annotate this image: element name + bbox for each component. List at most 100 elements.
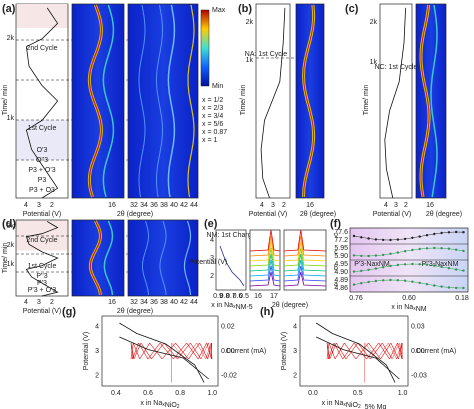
x-tick-label: 0.7 (226, 293, 236, 300)
potential-curve (25, 221, 59, 297)
axis-label: 2θ (degree) (117, 308, 153, 315)
potential-curve (384, 7, 406, 199)
label-part: 2 (177, 404, 180, 409)
diffraction-trace (138, 4, 146, 198)
lattice-trend (353, 279, 464, 289)
axis-label: Time/ min (240, 85, 247, 116)
panel-label: (h) (260, 306, 274, 318)
pattern-trace (283, 271, 327, 287)
x-tick-label: 0.8 (175, 390, 185, 397)
pattern-trace (283, 235, 327, 257)
y-tick-label: 5.95 (334, 245, 348, 252)
x-tick-label: 2 (282, 202, 286, 209)
y-tick-label: 2k (370, 19, 378, 26)
phase-band (16, 220, 68, 251)
y-tick-label: 4 (293, 323, 297, 330)
diffraction-trace (102, 4, 115, 198)
legend-entry: x = 0.87 (202, 129, 227, 136)
lattice-trend (353, 263, 464, 272)
annotation: P''3 (36, 273, 47, 280)
y-tick-label: 77.6 (334, 229, 348, 236)
y-tick-label: 1k (7, 115, 15, 122)
axis-label: Potential (V) (189, 259, 228, 266)
annotation: P3 + O'3 (28, 167, 55, 174)
label-part: NiO (346, 402, 359, 409)
plot-frame (295, 3, 325, 199)
label-part: x in Na (140, 400, 162, 407)
pattern-trace (283, 259, 327, 277)
current-trace (326, 342, 403, 383)
y-tick-label: 1k (370, 59, 378, 66)
y-tick-label: 4 (95, 323, 99, 330)
pattern-trace (283, 265, 327, 282)
x-tick-label: 4 (260, 202, 264, 209)
axis-label: x in NaxNM-5 (211, 302, 253, 311)
pattern-trace (283, 241, 327, 262)
y-tick-label: 4.95 (334, 261, 348, 268)
potential-curve (119, 336, 209, 380)
axis-label: 2θ (degree) (117, 211, 153, 218)
label-part: x (233, 304, 236, 310)
diffraction-trace (183, 220, 192, 296)
x-tick-label: 32 (130, 299, 138, 306)
plot-frame (215, 229, 247, 291)
pattern-trace (283, 247, 327, 267)
axis-label: Current (mA) (416, 348, 456, 355)
x-tick-label: 40 (170, 202, 178, 209)
potential-curve (219, 245, 245, 287)
x-tick-label: 16 (254, 293, 262, 300)
axis-label: Potential (V) (281, 332, 288, 371)
legend-entry: x = 1/2 (202, 97, 223, 104)
x-tick-label: 0.6 (143, 390, 153, 397)
panel-label: (e) (204, 218, 218, 230)
axis-label: Potential (V) (23, 211, 62, 218)
x-tick-label: 0.5 (239, 293, 249, 300)
y-tick-label: 3 (293, 348, 297, 355)
axis-label: Current (mA) (226, 348, 266, 355)
potential-curve (316, 336, 400, 380)
annotation: P''3-NaxNM (422, 261, 459, 268)
diffraction-trace (103, 220, 114, 296)
legend-entry: x = 5/6 (202, 121, 223, 128)
annotation: 1st Cycle (28, 263, 57, 270)
axis-label: Potential (V) (23, 308, 62, 315)
axis-label: Time/ min (363, 85, 370, 116)
x-tick-label: 38 (160, 299, 168, 306)
x-tick-label: 4 (384, 202, 388, 209)
label-part: NM-5 (236, 304, 253, 311)
y-tick-label: 2k (7, 242, 15, 249)
x-tick-label: 17 (270, 293, 278, 300)
diffraction-trace (159, 220, 167, 296)
pattern-trace (249, 253, 281, 272)
x-tick-label: 0.6 (233, 293, 243, 300)
y2-tick-label: 0.00 (221, 348, 235, 355)
x-tick-label: 3 (37, 202, 41, 209)
panel-label: (b) (238, 3, 252, 15)
axis-label: x in NaxNM (391, 304, 426, 313)
x-tick-label: 36 (150, 202, 158, 209)
current-trace (130, 342, 213, 383)
axis-label: V (334, 233, 339, 240)
axis-label: x in NaxNiO2 (140, 400, 179, 409)
x-tick-label: 0.9 (213, 293, 223, 300)
plot-frame (379, 3, 413, 199)
potential-curve (25, 7, 59, 199)
y2-tick-label: 0.03 (411, 323, 425, 330)
diffraction-trace (167, 4, 176, 198)
legend-entry: x = 3/4 (202, 113, 223, 120)
y-tick-label: 3 (210, 255, 214, 262)
x-tick-label: 16 (306, 202, 314, 209)
x-tick-label: 0.8 (220, 293, 230, 300)
x-tick-label: 16 (108, 202, 116, 209)
x-tick-label: 0.4 (111, 390, 121, 397)
x-tick-label: 0.5 (353, 390, 363, 397)
pattern-trace (283, 229, 327, 252)
diffraction-trace (430, 4, 438, 198)
potential-curve (119, 322, 205, 383)
plot-frame (127, 3, 199, 199)
plot-frame (299, 315, 409, 387)
label-part: 2 (358, 404, 361, 409)
annotation: O''3 (36, 157, 48, 164)
x-tick-label: 44 (190, 299, 198, 306)
y-tick-label: 4.86 (334, 285, 348, 292)
